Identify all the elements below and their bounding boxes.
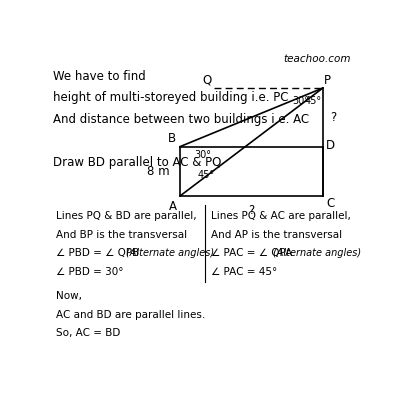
Text: 30°: 30° xyxy=(293,96,310,106)
Text: Now,: Now, xyxy=(56,291,82,301)
Text: 30°: 30° xyxy=(194,150,211,160)
Text: 8 m: 8 m xyxy=(147,165,170,178)
Text: Draw BD parallel to AC & PQ: Draw BD parallel to AC & PQ xyxy=(53,156,222,169)
Text: ∠ PBD = 30°: ∠ PBD = 30° xyxy=(56,267,124,277)
Text: P: P xyxy=(324,74,331,86)
Text: ∠ PBD = ∠ QPB: ∠ PBD = ∠ QPB xyxy=(56,248,140,258)
Text: We have to find: We have to find xyxy=(53,70,146,82)
Text: ?: ? xyxy=(248,204,255,216)
Text: AC and BD are parallel lines.: AC and BD are parallel lines. xyxy=(56,310,206,320)
Text: 45°: 45° xyxy=(197,170,214,180)
Text: ∠ PAC = 45°: ∠ PAC = 45° xyxy=(211,267,278,277)
Text: C: C xyxy=(326,197,334,210)
Text: 45°: 45° xyxy=(305,96,322,106)
Text: And distance between two buildings i.e. AC: And distance between two buildings i.e. … xyxy=(53,113,309,126)
Text: A: A xyxy=(169,200,177,214)
Text: Q: Q xyxy=(202,74,211,86)
Text: And BP is the transversal: And BP is the transversal xyxy=(56,230,187,240)
Text: So, AC = BD: So, AC = BD xyxy=(56,328,120,338)
Text: D: D xyxy=(326,138,335,152)
Text: teachoo.com: teachoo.com xyxy=(283,54,351,64)
Text: And AP is the transversal: And AP is the transversal xyxy=(211,230,342,240)
Text: (Alternate angles): (Alternate angles) xyxy=(126,248,214,258)
Text: ?: ? xyxy=(330,111,337,124)
Text: (Alternate angles): (Alternate angles) xyxy=(273,248,361,258)
Text: ∠ PAC = ∠ QPA: ∠ PAC = ∠ QPA xyxy=(211,248,292,258)
Text: Lines PQ & BD are parallel,: Lines PQ & BD are parallel, xyxy=(56,211,197,221)
Text: height of multi-storeyed building i.e. PC: height of multi-storeyed building i.e. P… xyxy=(53,91,289,104)
Text: Lines PQ & AC are parallel,: Lines PQ & AC are parallel, xyxy=(211,211,351,221)
Text: B: B xyxy=(168,132,176,145)
